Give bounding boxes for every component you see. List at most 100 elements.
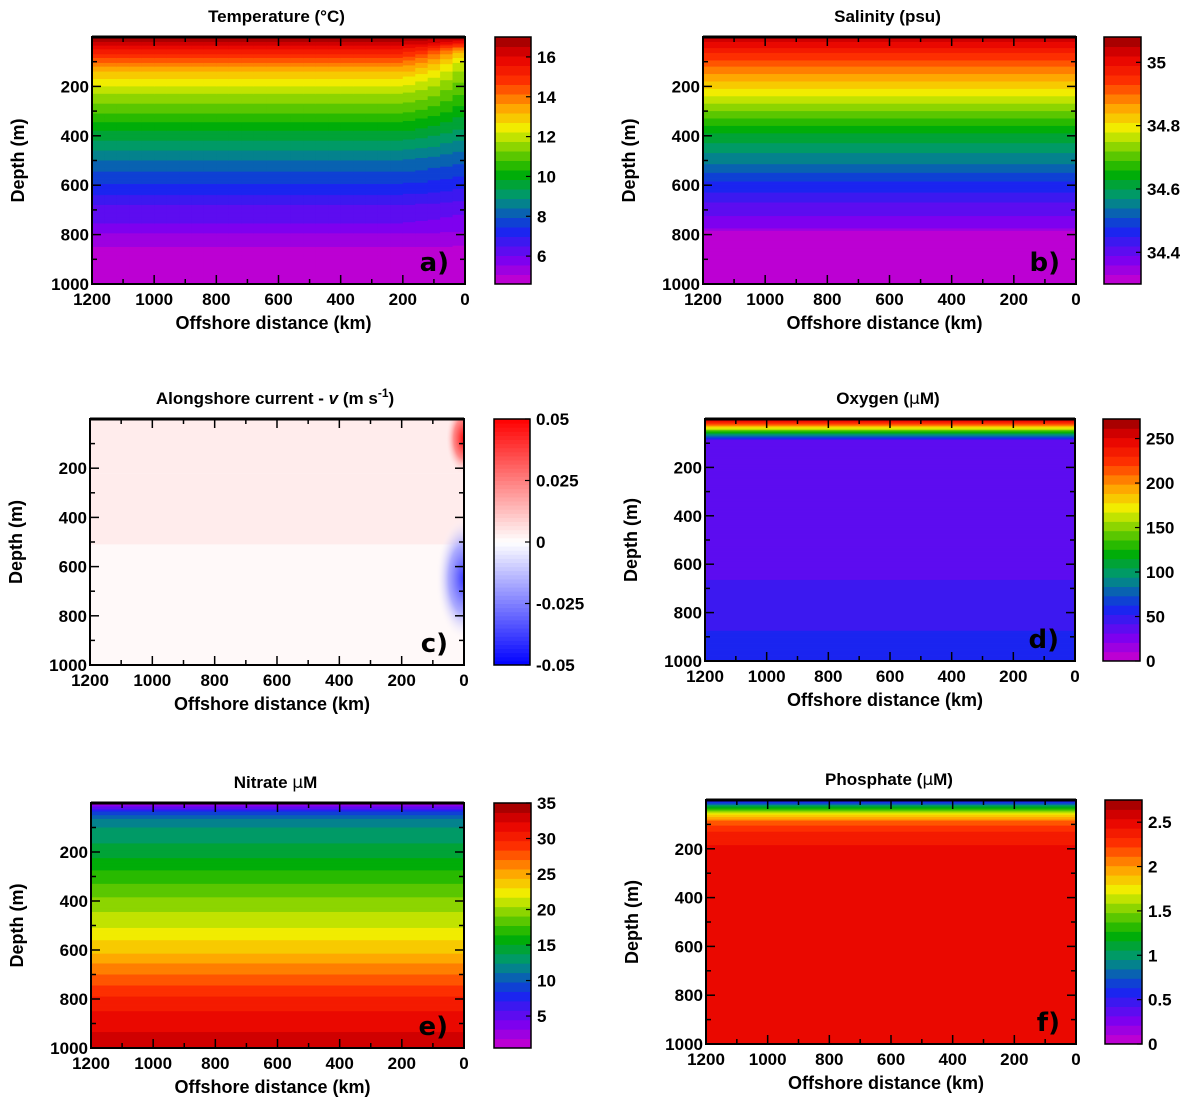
field-cell [390, 70, 404, 73]
field-cell [104, 56, 118, 59]
field-cell [253, 249, 267, 252]
field-cell [340, 67, 354, 70]
field-cell [166, 206, 180, 209]
field-cell [191, 155, 205, 158]
field-cell [328, 120, 342, 123]
field-cell [266, 207, 280, 210]
field-cell [129, 222, 143, 225]
field-cell [390, 87, 404, 90]
field-cell [253, 135, 267, 138]
field-cell [116, 269, 130, 272]
field-cell [203, 54, 217, 57]
field-cell [228, 238, 242, 241]
field-cell [203, 248, 217, 251]
field-cell [191, 86, 205, 89]
field-cell [154, 156, 168, 159]
field-cell [303, 87, 317, 90]
field-cell [166, 253, 180, 255]
field-cell [228, 192, 242, 195]
field-cell [253, 272, 267, 275]
field-cell [228, 162, 242, 165]
field-cell [315, 151, 329, 154]
field-cell [216, 77, 230, 80]
field-cell [191, 112, 205, 115]
field-cell [179, 75, 193, 78]
field-cell [290, 64, 304, 66]
field-cell [290, 253, 304, 255]
field-cell [191, 56, 205, 59]
field-cell [141, 177, 155, 180]
field-cell [116, 208, 130, 211]
field-cell [191, 246, 205, 249]
field-cell [228, 266, 242, 269]
field-cell [154, 275, 168, 278]
field-cell [166, 67, 180, 70]
field-cell [166, 150, 180, 153]
field-cell [179, 83, 193, 86]
field-cell [129, 78, 143, 81]
field-cell [365, 197, 379, 200]
field-cell [266, 161, 280, 164]
field-cell [365, 132, 379, 134]
field-cell [166, 224, 180, 227]
field-cell [141, 251, 155, 254]
field-cell [203, 162, 217, 165]
field-cell [253, 161, 267, 164]
field-cell [129, 71, 143, 74]
field-cell [315, 107, 329, 110]
field-cell [303, 207, 317, 210]
field-cell [278, 232, 292, 234]
field-cell [166, 54, 180, 57]
field-cell [191, 133, 205, 136]
field-cell [241, 122, 255, 125]
field-cell [179, 238, 193, 241]
field-cell [241, 203, 255, 206]
field-cell [203, 81, 217, 84]
field-cell [191, 214, 205, 217]
field-cell [365, 158, 379, 160]
field-cell [166, 141, 180, 144]
field-cell [116, 255, 130, 258]
field-cell [290, 87, 304, 90]
field-cell [241, 75, 255, 78]
field-cell [290, 107, 304, 110]
field-cell [266, 196, 280, 199]
field-cell [328, 64, 342, 66]
field-cell [129, 255, 143, 258]
field-cell [290, 93, 304, 96]
field-cell [353, 112, 367, 115]
field-cell [340, 85, 354, 87]
field-cell [228, 67, 242, 70]
field-cell [377, 261, 391, 264]
field-cell [191, 135, 205, 138]
field-cell [228, 207, 242, 210]
field-cell [340, 202, 354, 205]
field-cell [290, 281, 304, 284]
field-cell [377, 119, 391, 122]
field-cell [303, 106, 317, 108]
field-cell [92, 162, 106, 165]
field-cell [253, 140, 267, 143]
field-cell [328, 149, 342, 152]
field-cell [390, 127, 404, 129]
field-cell [303, 159, 317, 162]
field-cell [141, 181, 155, 184]
field-cell [278, 218, 292, 221]
field-cell [129, 93, 143, 96]
field-cell [353, 275, 367, 278]
field-cell [340, 154, 354, 157]
field-cell [266, 174, 280, 176]
field-cell [104, 204, 118, 207]
field-cell [377, 56, 391, 59]
field-cell [191, 275, 205, 278]
field-cell [328, 213, 342, 216]
field-cell [377, 93, 391, 96]
field-cell [315, 60, 329, 63]
field-cell [266, 219, 280, 222]
field-cell [303, 232, 317, 234]
field-cell [241, 171, 255, 174]
field-cell [290, 219, 304, 222]
field-cell [303, 161, 317, 164]
field-cell [203, 271, 217, 274]
field-cell [154, 229, 168, 232]
